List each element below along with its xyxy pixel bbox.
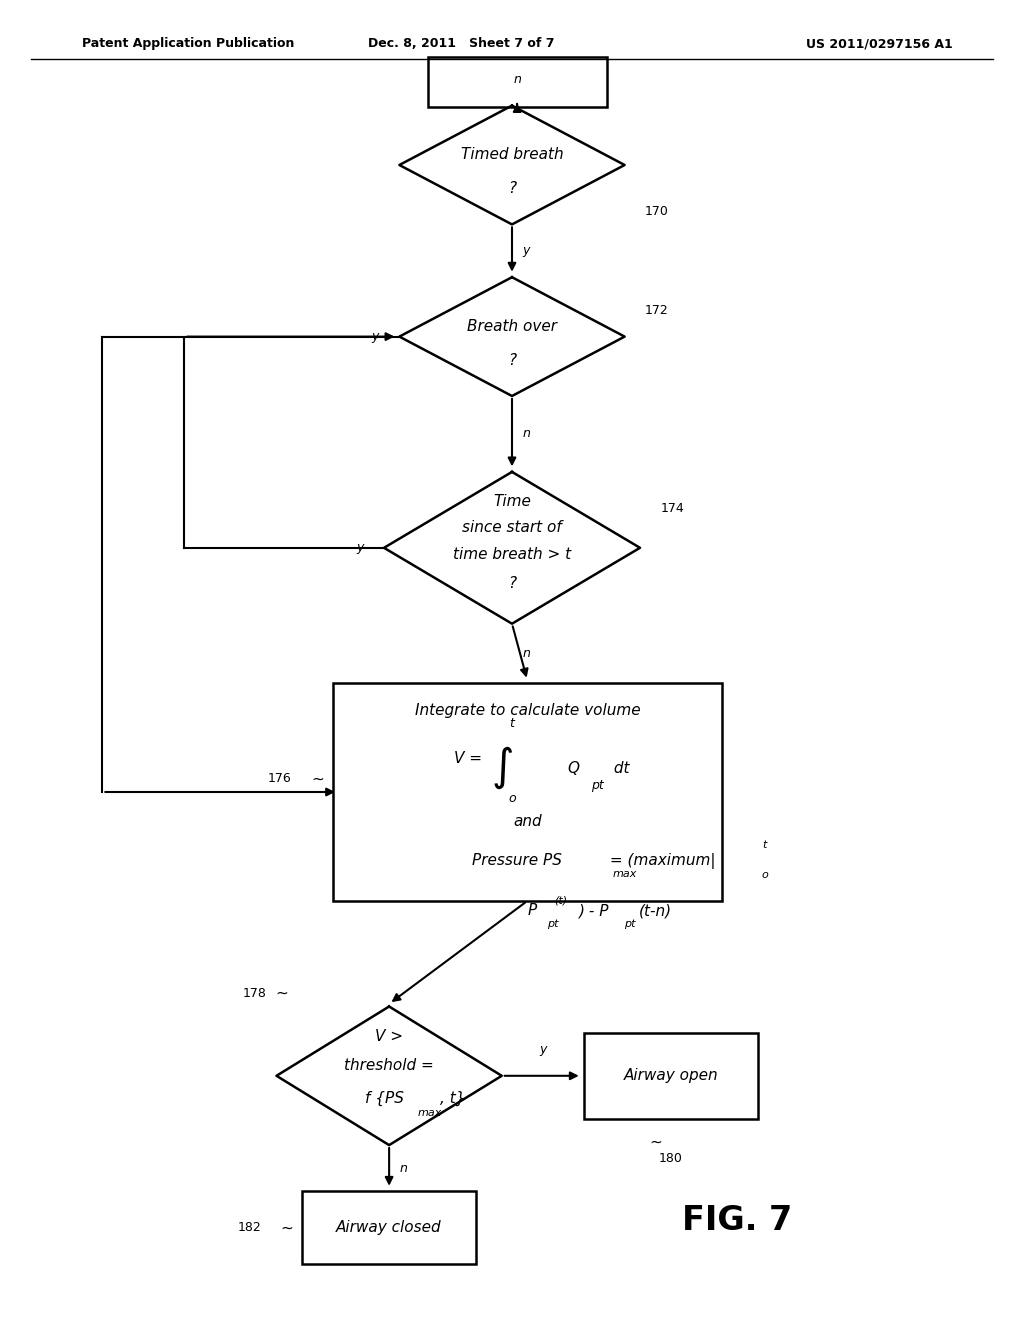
Text: t: t: [510, 717, 514, 730]
Text: Airway open: Airway open: [624, 1068, 718, 1084]
Text: ~: ~: [649, 1135, 662, 1150]
Text: Q: Q: [567, 760, 580, 776]
Text: y: y: [539, 1043, 547, 1056]
Text: ~: ~: [311, 771, 324, 787]
Text: n: n: [513, 73, 521, 86]
Text: since start of: since start of: [462, 520, 562, 536]
Text: 180: 180: [658, 1151, 683, 1164]
Text: Breath over: Breath over: [467, 318, 557, 334]
Text: Dec. 8, 2011   Sheet 7 of 7: Dec. 8, 2011 Sheet 7 of 7: [368, 37, 554, 50]
FancyBboxPatch shape: [333, 682, 722, 900]
Text: max: max: [612, 869, 637, 879]
Text: ?: ?: [508, 352, 516, 368]
Text: threshold =: threshold =: [344, 1057, 434, 1073]
Text: Integrate to calculate volume: Integrate to calculate volume: [415, 702, 640, 718]
Text: $\int$: $\int$: [490, 744, 513, 792]
Text: 172: 172: [645, 304, 669, 317]
Text: pt: pt: [547, 919, 559, 929]
Text: o: o: [508, 792, 516, 805]
FancyBboxPatch shape: [428, 57, 606, 107]
Text: ) - P: ) - P: [579, 903, 609, 919]
Text: n: n: [399, 1162, 408, 1175]
Text: Time: Time: [494, 494, 530, 510]
Text: , t}: , t}: [440, 1090, 465, 1106]
Text: (t-n): (t-n): [639, 903, 672, 919]
Text: 178: 178: [243, 987, 266, 999]
Text: pt: pt: [591, 779, 603, 792]
Text: ~: ~: [275, 986, 288, 1001]
Text: Timed breath: Timed breath: [461, 147, 563, 162]
Text: n: n: [522, 647, 530, 660]
Text: ?: ?: [508, 576, 516, 591]
Text: y: y: [372, 330, 379, 343]
Text: t: t: [763, 840, 767, 850]
Text: = (maximum|: = (maximum|: [605, 853, 716, 869]
Text: 174: 174: [660, 502, 684, 515]
Text: US 2011/0297156 A1: US 2011/0297156 A1: [806, 37, 952, 50]
Text: o: o: [762, 870, 768, 880]
Text: Pressure PS: Pressure PS: [472, 853, 562, 869]
Text: 170: 170: [645, 205, 669, 218]
Text: f {PS: f {PS: [365, 1090, 403, 1106]
Text: n: n: [522, 428, 530, 441]
Text: (t): (t): [555, 895, 567, 906]
Text: ~: ~: [281, 1220, 293, 1236]
Text: y: y: [522, 244, 529, 257]
Text: 176: 176: [268, 772, 292, 785]
Text: dt: dt: [609, 760, 630, 776]
Text: time breath > t: time breath > t: [453, 546, 571, 562]
FancyBboxPatch shape: [302, 1191, 476, 1265]
Text: Patent Application Publication: Patent Application Publication: [82, 37, 294, 50]
Text: V =: V =: [454, 751, 486, 767]
Text: ?: ?: [508, 181, 516, 197]
Text: y: y: [356, 541, 364, 554]
Text: FIG. 7: FIG. 7: [682, 1204, 793, 1238]
Text: Airway closed: Airway closed: [336, 1220, 442, 1236]
Text: and: and: [513, 813, 542, 829]
Text: pt: pt: [624, 919, 636, 929]
FancyBboxPatch shape: [584, 1032, 758, 1119]
Text: 182: 182: [238, 1221, 261, 1234]
Text: P: P: [527, 903, 538, 919]
Text: V >: V >: [375, 1028, 403, 1044]
Text: max: max: [418, 1107, 442, 1118]
